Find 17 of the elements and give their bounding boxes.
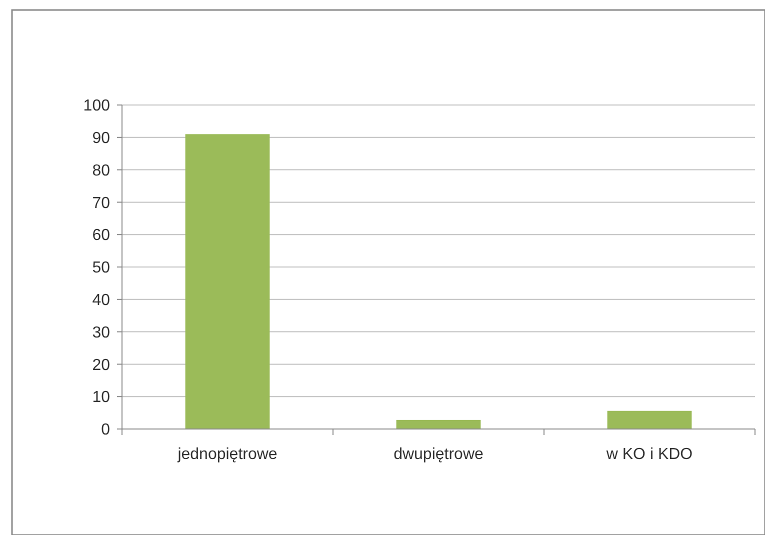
y-tick-label: 60 [92, 227, 110, 244]
x-tick-label: w KO i KDO [605, 446, 693, 463]
y-tick-label: 40 [92, 292, 110, 309]
y-tick-label: 90 [92, 130, 110, 147]
y-tick-label: 70 [92, 194, 110, 212]
y-tick-label: 100 [83, 98, 110, 115]
y-tick-label: 50 [92, 260, 110, 277]
y-tick-label: 10 [92, 389, 110, 406]
x-tick-label: jednopiętrowe [176, 446, 278, 463]
x-tick-label: dwupiętrowe [394, 446, 484, 463]
bar [396, 420, 481, 429]
y-tick-label: 80 [92, 162, 110, 180]
bar [607, 410, 692, 429]
y-tick-label: 20 [92, 356, 110, 374]
bar [185, 134, 270, 429]
y-tick-label: 0 [101, 422, 110, 439]
y-tick-label: 30 [92, 324, 110, 342]
